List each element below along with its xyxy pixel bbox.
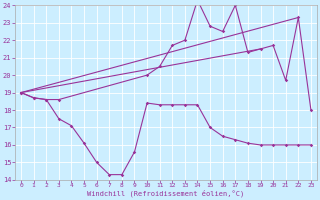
X-axis label: Windchill (Refroidissement éolien,°C): Windchill (Refroidissement éolien,°C) xyxy=(87,190,244,197)
